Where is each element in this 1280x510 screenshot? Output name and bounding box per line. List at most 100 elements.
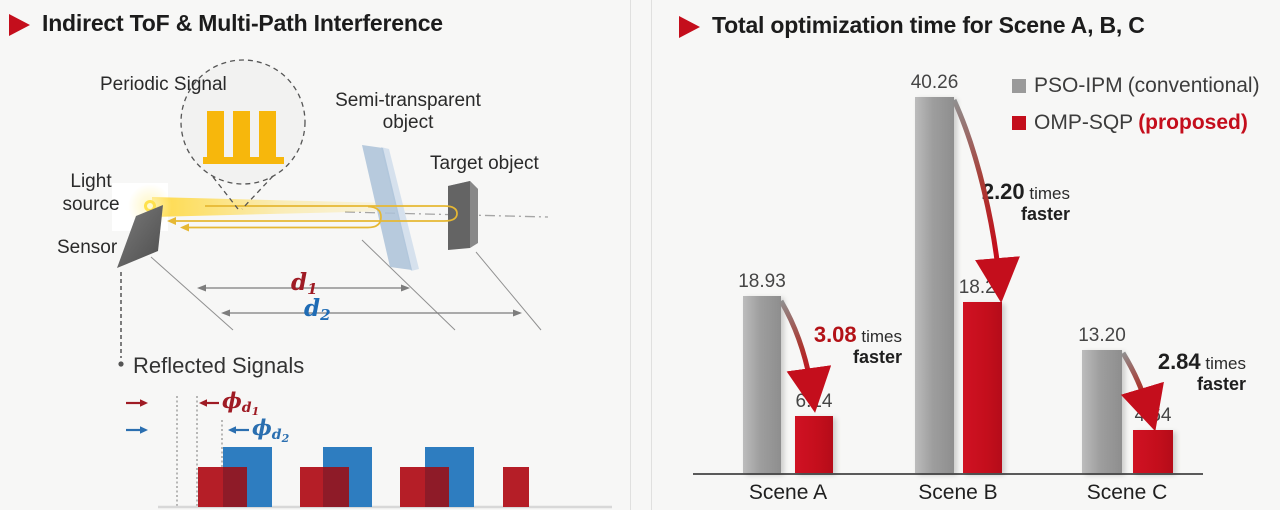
category-label-scene-b: Scene B bbox=[918, 481, 998, 504]
speedup-arrow-scene-b bbox=[951, 98, 1020, 303]
phi-d1-label: ϕd1 bbox=[222, 388, 259, 418]
value-label-pso-scene-b: 40.26 bbox=[910, 72, 959, 93]
overlap-pulse-2 bbox=[323, 467, 349, 507]
speedup-factor: 2.84 bbox=[1157, 349, 1201, 374]
legend-swatch-conventional bbox=[1012, 79, 1026, 93]
left-panel-title: Indirect ToF & Multi-Path Interference bbox=[42, 10, 443, 36]
phi2-base: ϕ bbox=[252, 415, 272, 440]
reflected-signals-label: Reflected Signals bbox=[133, 353, 305, 378]
legend-item-conventional: PSO-IPM (conventional) bbox=[1012, 74, 1260, 97]
category-label-scene-a: Scene A bbox=[748, 481, 828, 504]
phi2-sub: d bbox=[271, 427, 282, 443]
speedup-annotation-scene-b: 2.20 times faster bbox=[982, 179, 1070, 225]
bar-omp-scene-c bbox=[1133, 430, 1173, 473]
distance-d1-label: d1 bbox=[291, 269, 318, 298]
bar-omp-scene-b bbox=[963, 302, 1002, 473]
speedup-annotation-scene-c: 2.84 times faster bbox=[1158, 349, 1246, 395]
ray-target-arrowhead bbox=[167, 217, 176, 225]
d1-arrowhead-right bbox=[401, 284, 410, 292]
panel-divider-left bbox=[630, 0, 631, 510]
legend-swatch-proposed bbox=[1012, 116, 1026, 130]
right-title-bullet-icon bbox=[679, 16, 700, 38]
semi-transparent-label-line1: Semi-transparent bbox=[335, 90, 481, 111]
d1-base: d bbox=[291, 269, 308, 296]
tof-diagram bbox=[117, 59, 612, 509]
slab-highlight-edge bbox=[381, 147, 419, 271]
light-source-label: Light source bbox=[58, 170, 124, 216]
speedup-unit: times bbox=[856, 327, 902, 346]
optical-axis-line bbox=[344, 211, 549, 218]
perspective-line-target bbox=[475, 251, 542, 331]
bubble-tail-left bbox=[212, 176, 239, 210]
light-beam bbox=[152, 197, 430, 217]
target-object-label: Target object bbox=[430, 153, 539, 174]
speedup-arrow-scene-c bbox=[1120, 351, 1164, 432]
legend-qualifier-conventional: (conventional) bbox=[1127, 74, 1260, 97]
ray-target-path bbox=[173, 205, 458, 222]
phi1-base: ϕ bbox=[222, 388, 242, 413]
speedup-factor-line: 2.20 times bbox=[982, 179, 1070, 204]
bar-pso-scene-b bbox=[915, 97, 954, 473]
bar-chart: PSO-IPM (conventional) OMP-SQP (proposed) … bbox=[640, 0, 1280, 510]
legend-item-proposed: OMP-SQP (proposed) bbox=[1012, 111, 1248, 134]
d2-sub: 2 bbox=[320, 306, 331, 324]
sensor-label: Sensor bbox=[57, 237, 118, 258]
speedup-factor: 3.08 bbox=[813, 322, 857, 347]
phi1-sub: d bbox=[241, 400, 252, 416]
speedup-faster-label: faster bbox=[1196, 374, 1246, 395]
speedup-arrow-scene-a bbox=[778, 299, 832, 413]
ray-slab-arrowhead bbox=[180, 223, 189, 232]
x-axis-line bbox=[693, 473, 1203, 475]
reflected-signal-pulses bbox=[198, 447, 529, 507]
value-label-pso-scene-c: 13.20 bbox=[1078, 325, 1126, 346]
speedup-factor-line: 3.08 times bbox=[814, 322, 902, 347]
distance-d2-label: d2 bbox=[304, 295, 331, 324]
overlap-pulse-1 bbox=[223, 467, 247, 507]
sensor-drop-dot bbox=[118, 361, 124, 367]
d2-arrowhead-right bbox=[513, 309, 522, 317]
perspective-line-slab bbox=[361, 239, 456, 331]
legend-qualifier-proposed: (proposed) bbox=[1138, 111, 1248, 134]
phi2-subsub: 2 bbox=[281, 432, 290, 445]
semi-transparent-label-line2: object bbox=[382, 112, 434, 133]
d1-sub: 1 bbox=[307, 280, 318, 298]
panel-divider-right bbox=[651, 0, 652, 510]
d2-arrowhead-left bbox=[221, 309, 230, 317]
target-object bbox=[448, 181, 470, 250]
phi-d1-left-arrowhead bbox=[199, 399, 207, 407]
speedup-annotation-scene-a: 3.08 times faster bbox=[814, 322, 902, 368]
speedup-faster-label: faster bbox=[852, 347, 902, 368]
phi-d2-label: ϕd2 bbox=[252, 415, 289, 445]
legend-label-proposed: OMP-SQP bbox=[1034, 111, 1134, 134]
phi-d2-right-arrowhead bbox=[140, 426, 148, 434]
semi-transparent-object bbox=[362, 145, 412, 270]
light-source-label-line1: Light bbox=[70, 171, 112, 192]
speedup-arrows bbox=[778, 98, 1164, 432]
speedup-factor: 2.20 bbox=[981, 179, 1025, 204]
bubble-tail-right bbox=[241, 175, 274, 210]
speedup-factor-line: 2.84 times bbox=[1158, 349, 1246, 374]
perspective-line-sensor bbox=[150, 256, 234, 331]
legend-label-conventional: PSO-IPM bbox=[1034, 74, 1123, 97]
phi-d2-left-arrowhead bbox=[228, 426, 236, 434]
periodic-signal-waveform bbox=[203, 111, 284, 164]
speedup-faster-label: faster bbox=[1020, 204, 1070, 225]
red-pulse-4 bbox=[503, 467, 529, 507]
phi-d1-right-arrowhead bbox=[140, 399, 148, 407]
light-source-core bbox=[147, 203, 153, 209]
category-label-scene-c: Scene C bbox=[1086, 481, 1168, 504]
d1-arrowhead-left bbox=[197, 284, 206, 292]
overlap-pulse-3 bbox=[425, 467, 449, 507]
bar-pso-scene-c bbox=[1082, 350, 1122, 473]
sensor-object bbox=[117, 205, 163, 268]
periodic-signal-label: Periodic Signal bbox=[100, 74, 227, 95]
left-title-bullet-icon bbox=[9, 14, 30, 36]
target-object-side bbox=[470, 181, 478, 248]
d2-base: d bbox=[304, 295, 321, 322]
speedup-unit: times bbox=[1024, 184, 1070, 203]
bar-pso-scene-a bbox=[743, 296, 781, 473]
bar-omp-scene-a bbox=[795, 416, 833, 473]
ray-slab-path bbox=[186, 205, 382, 229]
right-panel-title: Total optimization time for Scene A, B, … bbox=[712, 12, 1145, 38]
